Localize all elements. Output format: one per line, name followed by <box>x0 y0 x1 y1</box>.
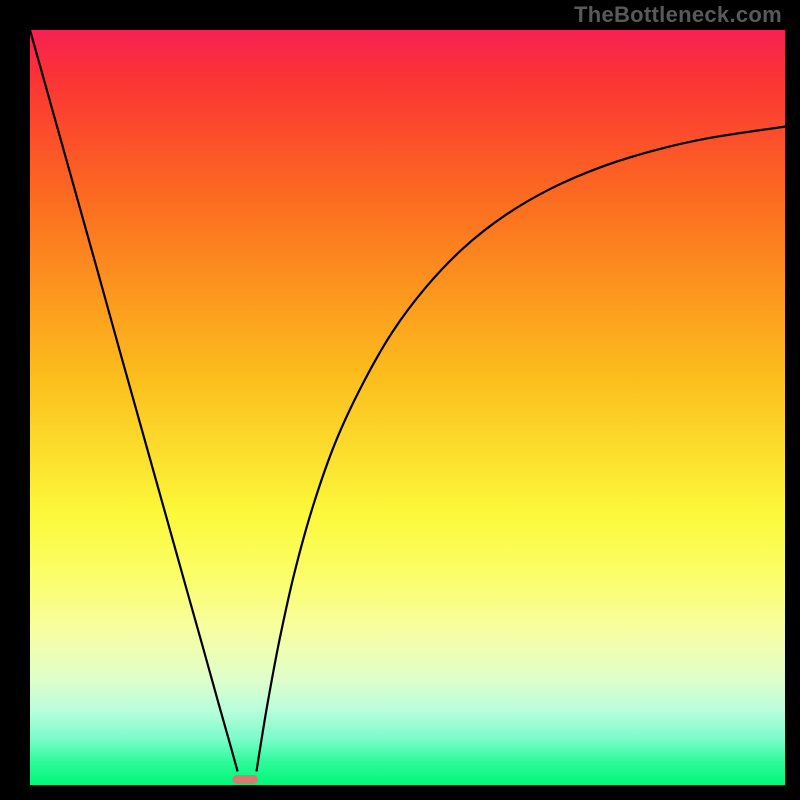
curve-left-branch <box>30 30 238 771</box>
watermark-text: TheBottleneck.com <box>574 2 782 28</box>
plot-area <box>30 30 785 785</box>
minimum-marker <box>232 775 258 784</box>
bottleneck-curve <box>30 30 785 785</box>
chart-frame: TheBottleneck.com <box>0 0 800 800</box>
curve-right-branch <box>257 127 786 772</box>
